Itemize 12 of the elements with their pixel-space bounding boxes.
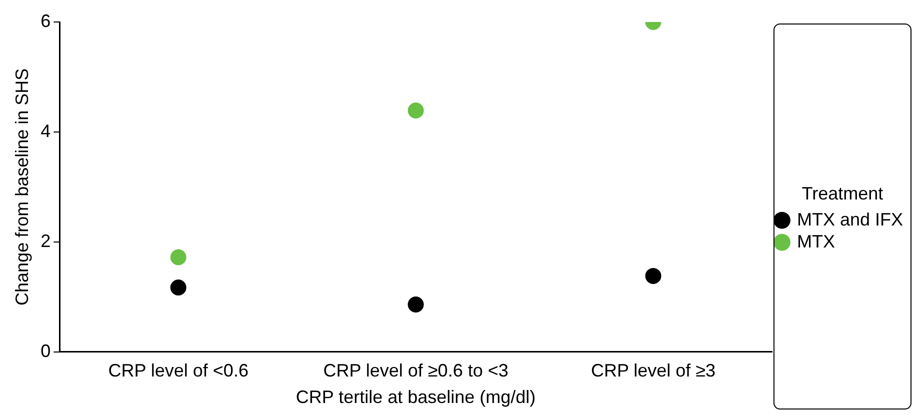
y-tick-label: 4 <box>40 120 51 141</box>
y-tick-label: 6 <box>40 10 51 31</box>
y-tick-label: 2 <box>40 230 51 251</box>
legend-title: Treatment <box>802 184 884 204</box>
y-tick-label: 0 <box>40 340 51 361</box>
y-axis-title: Change from baseline in SHS <box>12 68 32 306</box>
legend-label: MTX and IFX <box>796 209 903 230</box>
x-axis-title: CRP tertile at baseline (mg/dl) <box>296 387 536 408</box>
x-tick-label: CRP level of ≥0.6 to <3 <box>323 360 508 381</box>
x-tick-label: CRP level of ≥3 <box>590 360 716 381</box>
legend-label: MTX <box>796 231 835 252</box>
x-tick-label: CRP level of <0.6 <box>108 360 248 381</box>
